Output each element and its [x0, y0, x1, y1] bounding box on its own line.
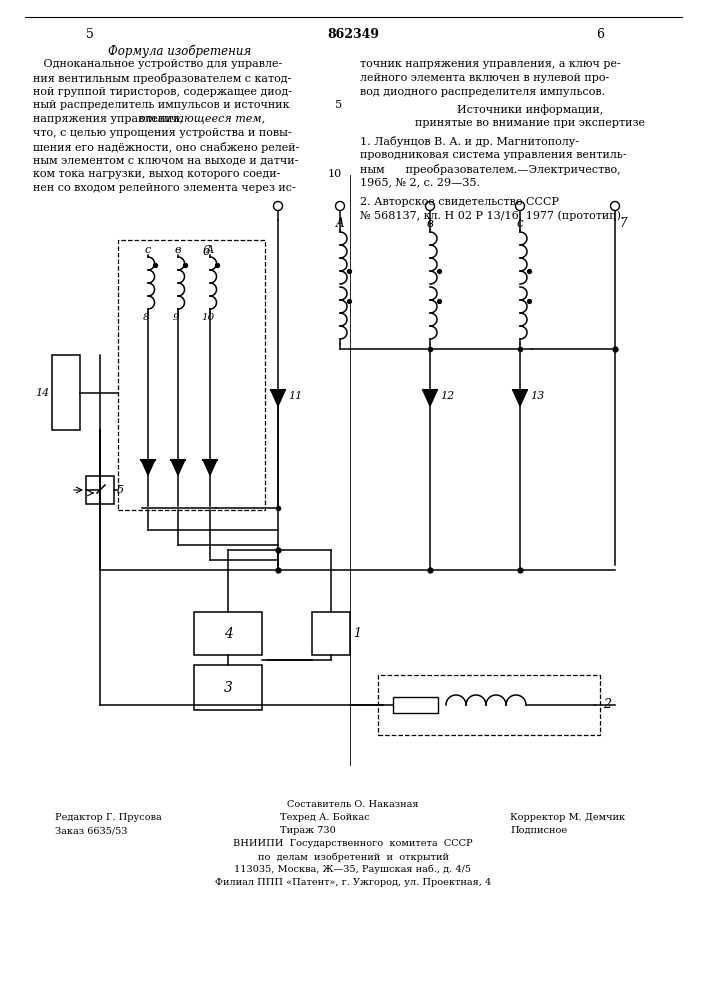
- Bar: [393, 697, 438, 713]
- Text: ной группой тиристоров, содержащее диод-: ной группой тиристоров, содержащее диод-: [33, 87, 292, 97]
- Text: по  делам  изобретений  и  открытий: по делам изобретений и открытий: [257, 852, 448, 861]
- Text: в: в: [175, 245, 181, 255]
- Text: 862349: 862349: [327, 28, 379, 41]
- Text: ным      преобразователем.—Электричество,: ным преобразователем.—Электричество,: [360, 164, 621, 175]
- Text: 7: 7: [620, 217, 628, 230]
- Text: точник напряжения управления, а ключ ре-: точник напряжения управления, а ключ ре-: [360, 59, 621, 69]
- Polygon shape: [203, 460, 217, 475]
- Text: 5: 5: [86, 28, 94, 41]
- Text: лейного элемента включен в нулевой про-: лейного элемента включен в нулевой про-: [360, 73, 609, 83]
- Text: вод диодного распределителя импульсов.: вод диодного распределителя импульсов.: [360, 87, 605, 97]
- Bar: [86, 476, 114, 504]
- Text: 113035, Москва, Ж—35, Раушская наб., д. 4/5: 113035, Москва, Ж—35, Раушская наб., д. …: [235, 865, 472, 874]
- Text: ния вентильным преобразователем с катод-: ния вентильным преобразователем с катод-: [33, 73, 291, 84]
- Text: Подписное: Подписное: [510, 826, 567, 835]
- Text: ком тока нагрузки, выход которого соеди-: ком тока нагрузки, выход которого соеди-: [33, 169, 281, 179]
- Text: № 568137, кл. Н 02 Р 13/16, 1977 (прототип).: № 568137, кл. Н 02 Р 13/16, 1977 (протот…: [360, 211, 624, 221]
- Text: ным элементом с ключом на выходе и датчи-: ным элементом с ключом на выходе и датчи…: [33, 156, 298, 166]
- Text: 3: 3: [223, 680, 233, 694]
- Text: Источники информации,: Источники информации,: [457, 105, 603, 115]
- Text: напряжения управления,: напряжения управления,: [33, 114, 187, 124]
- Text: 5: 5: [335, 100, 342, 110]
- Text: 10: 10: [201, 313, 215, 322]
- Text: нен со входом релейного элемента через ис-: нен со входом релейного элемента через и…: [33, 183, 296, 193]
- Polygon shape: [171, 460, 185, 475]
- Text: А: А: [206, 245, 214, 255]
- Text: ВНИИПИ  Государственного  комитета  СССР: ВНИИПИ Государственного комитета СССР: [233, 839, 473, 848]
- Text: проводниковая система управления вентиль-: проводниковая система управления вентиль…: [360, 150, 626, 160]
- Text: с: с: [517, 217, 523, 230]
- Text: 6: 6: [203, 245, 210, 258]
- Text: Филиал ППП «Патент», г. Ужгород, ул. Проектная, 4: Филиал ППП «Патент», г. Ужгород, ул. Про…: [215, 878, 491, 887]
- Bar: [118, 240, 265, 510]
- Text: 4: 4: [223, 626, 233, 641]
- Text: шения его надёжности, оно снабжено релей-: шения его надёжности, оно снабжено релей…: [33, 142, 299, 153]
- Text: Корректор М. Демчик: Корректор М. Демчик: [510, 813, 625, 822]
- Text: Составитель О. Наказная: Составитель О. Наказная: [287, 800, 419, 809]
- Text: Одноканальное устройство для управле-: Одноканальное устройство для управле-: [33, 59, 282, 69]
- Bar: [52, 355, 80, 430]
- Text: 5: 5: [117, 485, 124, 495]
- Text: в: в: [426, 217, 433, 230]
- Polygon shape: [423, 390, 437, 406]
- Bar: [312, 612, 350, 655]
- Polygon shape: [513, 390, 527, 406]
- Text: 9: 9: [173, 313, 180, 322]
- Text: Тираж 730: Тираж 730: [280, 826, 336, 835]
- Text: 12: 12: [440, 391, 455, 401]
- Text: 10: 10: [328, 169, 342, 179]
- Text: Формула изобретения: Формула изобретения: [108, 44, 252, 57]
- Text: что, с целью упрощения устройства и повы-: что, с целью упрощения устройства и повы…: [33, 128, 291, 138]
- Text: 8: 8: [143, 313, 149, 322]
- Bar: [378, 675, 600, 735]
- Text: 1: 1: [353, 627, 361, 640]
- Text: 1. Лабунцов В. А. и др. Магнитополу-: 1. Лабунцов В. А. и др. Магнитополу-: [360, 136, 579, 147]
- Polygon shape: [271, 390, 285, 406]
- Text: принятые во внимание при экспертизе: принятые во внимание при экспертизе: [415, 118, 645, 128]
- Text: 2. Авторское свидетельство СССР: 2. Авторское свидетельство СССР: [360, 197, 559, 207]
- Text: Техред А. Бойкас: Техред А. Бойкас: [280, 813, 370, 822]
- Text: 14: 14: [35, 387, 49, 397]
- Text: 1965, № 2, с. 29—35.: 1965, № 2, с. 29—35.: [360, 178, 480, 188]
- Polygon shape: [141, 460, 155, 475]
- Text: Редактор Г. Прусова: Редактор Г. Прусова: [55, 813, 162, 822]
- Text: ный распределитель импульсов и источник: ный распределитель импульсов и источник: [33, 100, 289, 110]
- Text: 2: 2: [603, 698, 611, 712]
- Bar: [194, 665, 262, 710]
- Text: с: с: [145, 245, 151, 255]
- Text: 11: 11: [288, 391, 303, 401]
- Text: A: A: [336, 217, 344, 230]
- Text: Заказ 6635/53: Заказ 6635/53: [55, 826, 127, 835]
- Text: 13: 13: [530, 391, 544, 401]
- Text: 6: 6: [596, 28, 604, 41]
- Bar: [194, 612, 262, 655]
- Text: отличающееся тем,: отличающееся тем,: [139, 114, 265, 124]
